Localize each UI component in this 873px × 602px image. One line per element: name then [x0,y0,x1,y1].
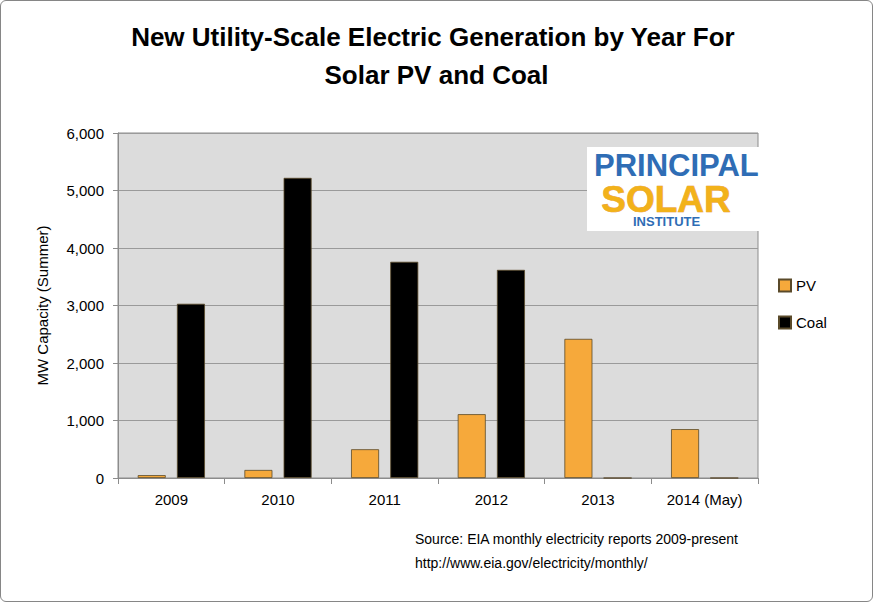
svg-text:Solar PV and Coal: Solar PV and Coal [325,60,549,90]
svg-text:2010: 2010 [261,491,294,508]
svg-text:http://www.eia.gov/electricity: http://www.eia.gov/electricity/monthly/ [415,555,648,571]
svg-text:2012: 2012 [475,491,508,508]
svg-text:2009: 2009 [155,491,188,508]
svg-text:PRINCIPAL: PRINCIPAL [594,148,759,183]
svg-text:Source: EIA monthly electricit: Source: EIA monthly electricity reports … [415,531,738,547]
svg-text:1,000: 1,000 [66,412,104,429]
svg-text:0: 0 [96,470,104,487]
svg-text:6,000: 6,000 [66,125,104,142]
svg-text:New Utility-Scale Electric Gen: New Utility-Scale Electric Generation by… [131,22,742,52]
svg-text:SOLAR: SOLAR [601,179,731,221]
svg-text:3,000: 3,000 [66,297,104,314]
svg-text:Coal: Coal [796,314,827,331]
svg-text:2013: 2013 [581,491,614,508]
svg-text:INSTITUTE: INSTITUTE [633,214,700,229]
svg-text:2014 (May): 2014 (May) [667,491,743,508]
svg-text:2,000: 2,000 [66,355,104,372]
svg-text:PV: PV [796,277,816,294]
svg-text:4,000: 4,000 [66,240,104,257]
svg-text:2011: 2011 [369,491,401,508]
svg-text:MW Capacity (Summer): MW Capacity (Summer) [34,225,51,385]
svg-text:5,000: 5,000 [66,182,104,199]
